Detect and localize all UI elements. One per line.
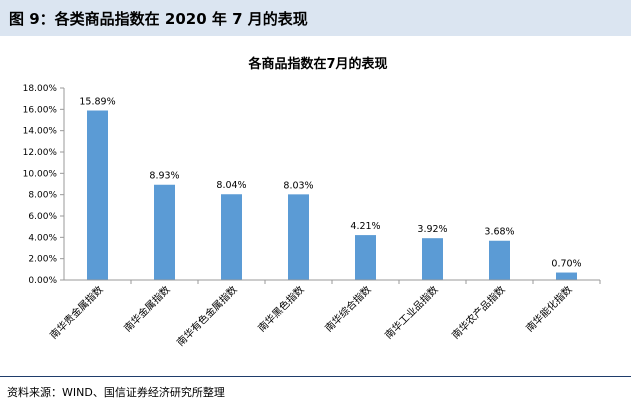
bar-series — [87, 110, 577, 280]
y-axis: 0.00% 2.00% 4.00% 6.00% 8.00% 10.00% 12.00% 14.… — [23, 84, 65, 286]
chart-container: 各商品指数在7月的表现 0.00% 2.00% 4.00% 6.00% 8.00% 10.… — [0, 36, 631, 376]
y-tick-label: 10.00% — [23, 169, 58, 179]
y-tick-label: 2.00% — [28, 255, 57, 265]
y-tick-label: 18.00% — [23, 84, 58, 94]
y-tick-label: 14.00% — [23, 127, 58, 137]
data-label: 8.04% — [216, 180, 246, 191]
data-label: 4.21% — [350, 221, 380, 232]
data-labels: 15.89% 8.93% 8.04% 8.03% 4.21% 3.92% 3.68% 0.70… — [79, 97, 581, 270]
chart-title: 各商品指数在7月的表现 — [247, 56, 387, 72]
x-tick-label: 南华工业品指数 — [382, 283, 441, 342]
x-tick-label: 南华能化指数 — [523, 283, 575, 335]
figure-footer: 资料来源：WIND、国信证券经济研究所整理 — [0, 376, 631, 407]
x-tick-label: 南华农产品指数 — [449, 283, 508, 342]
bar-chart: 各商品指数在7月的表现 0.00% 2.00% 4.00% 6.00% 8.00% 10.… — [23, 56, 601, 349]
source-note: 资料来源：WIND、国信证券经济研究所整理 — [7, 386, 225, 399]
x-axis: 南华贵金属指数 南华金属指数 南华有色金属指数 南华黑色指数 南华综合指数 南华工业品指数… — [47, 279, 601, 349]
y-tick-label: 8.00% — [28, 191, 57, 201]
x-tick-label: 南华有色金属指数 — [174, 283, 240, 349]
bar — [87, 110, 108, 280]
bar — [355, 235, 376, 280]
y-tick-label: 12.00% — [23, 148, 58, 158]
figure-header: 图 9：各类商品指数在 2020 年 7 月的表现 — [0, 0, 631, 36]
x-tick-label: 南华黑色指数 — [255, 283, 307, 335]
y-tick-label: 6.00% — [28, 212, 57, 222]
x-tick-label: 南华贵金属指数 — [47, 283, 106, 342]
bar — [422, 238, 443, 280]
bar — [489, 240, 510, 280]
y-tick-label: 16.00% — [23, 105, 58, 115]
data-label: 8.03% — [283, 180, 313, 191]
y-tick-label: 0.00% — [28, 276, 57, 286]
data-label: 0.70% — [551, 259, 581, 270]
data-label: 3.92% — [417, 224, 447, 235]
bar — [154, 184, 175, 280]
data-label: 15.89% — [79, 97, 115, 108]
x-tick-label: 南华综合指数 — [322, 283, 374, 335]
bar — [221, 194, 242, 280]
data-label: 3.68% — [484, 227, 514, 238]
x-tick-label: 南华金属指数 — [121, 283, 173, 335]
figure-label: 图 9：各类商品指数在 2020 年 7 月的表现 — [9, 10, 308, 28]
data-label: 8.93% — [149, 171, 179, 182]
bar — [556, 272, 577, 280]
bar — [288, 194, 309, 280]
y-tick-label: 4.00% — [28, 233, 57, 243]
